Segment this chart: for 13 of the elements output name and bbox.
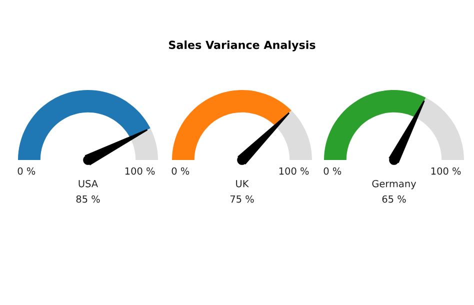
text: 75 % (230, 195, 254, 203)
text: UK (236, 180, 249, 188)
text: USA (78, 180, 98, 188)
text: 65 % (382, 195, 406, 203)
text: Germany (372, 180, 416, 190)
text: 100 % (279, 167, 309, 175)
text: 0 % (18, 167, 36, 175)
text: 100 % (431, 167, 461, 175)
text: 0 % (172, 167, 190, 175)
chart-title: Sales Variance Analysis (169, 40, 316, 52)
text: 85 % (76, 195, 100, 203)
text: 100 % (125, 167, 155, 175)
text: 0 % (324, 167, 342, 175)
